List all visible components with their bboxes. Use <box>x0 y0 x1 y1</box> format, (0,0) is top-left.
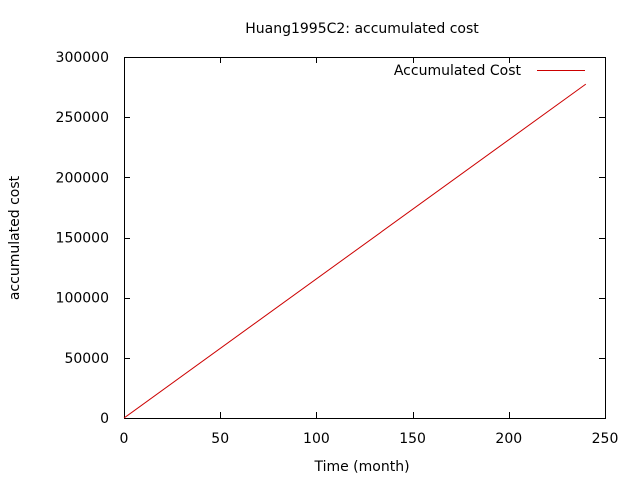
x-tick-label-4: 200 <box>495 431 522 447</box>
axis-ticks <box>124 57 606 419</box>
legend: Accumulated Cost <box>394 63 585 79</box>
series-line-0 <box>123 83 587 419</box>
y-axis-label: accumulated cost <box>7 175 23 300</box>
y-tick-label-1: 50000 <box>64 351 109 367</box>
x-tick-label-1: 50 <box>211 431 229 447</box>
x-tick-label-2: 100 <box>303 431 330 447</box>
y-tick-label-0: 0 <box>100 411 109 427</box>
y-tick-label-5: 250000 <box>56 110 109 126</box>
y-tick-label-4: 200000 <box>56 170 109 186</box>
axis-tick-labels: 0 50 100 150 200 250 0 50000 100000 150000 200000 2… <box>56 50 619 447</box>
x-tick-label-3: 150 <box>399 431 426 447</box>
legend-label-0: Accumulated Cost <box>394 63 522 79</box>
y-tick-label-3: 150000 <box>56 231 109 247</box>
y-tick-label-6: 300000 <box>56 50 109 66</box>
y-tick-label-2: 100000 <box>56 291 109 307</box>
x-tick-label-5: 250 <box>592 431 619 447</box>
plot-frame <box>124 57 606 419</box>
x-axis-label: Time (month) <box>313 459 409 475</box>
series-group <box>123 83 587 419</box>
chart-title: Huang1995C2: accumulated cost <box>245 21 479 37</box>
x-tick-label-0: 0 <box>120 431 129 447</box>
